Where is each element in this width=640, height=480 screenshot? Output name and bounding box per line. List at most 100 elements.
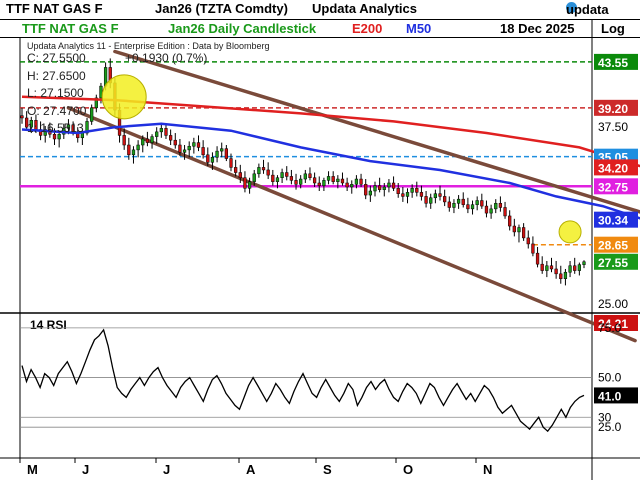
candle (401, 186, 405, 202)
candle-body (494, 203, 498, 210)
contract-name: Jan26 (TZTA Comdty) (155, 1, 288, 16)
candle-body (52, 133, 57, 140)
candle-body (582, 261, 586, 265)
candle (322, 177, 326, 191)
edition-text: Updata Analytics 11 - Enterprise Edition… (27, 41, 269, 51)
candle-body (512, 225, 516, 233)
candle (470, 200, 475, 215)
rsi-top-label: 24.21 (598, 317, 628, 331)
candle-body (503, 207, 507, 217)
candle (508, 210, 512, 231)
candle-body (326, 176, 331, 181)
candle (145, 131, 150, 147)
candle (526, 230, 530, 249)
candle-body (531, 243, 535, 254)
title-bar: TTF NAT GAS F Jan26 (TZTA Comdty) Updata… (0, 0, 640, 20)
candle-body (25, 117, 29, 128)
candle (280, 168, 284, 183)
candle-body (359, 178, 363, 185)
candle-body (559, 273, 563, 279)
chart-description: Jan26 Daily Candlestick (168, 21, 317, 36)
rsi-tick-3: 25.0 (598, 420, 622, 434)
candle (466, 197, 470, 214)
candle (438, 185, 442, 201)
month-label-0: M (27, 462, 38, 477)
candle-body (131, 149, 136, 156)
candle (247, 177, 252, 194)
candle (340, 172, 345, 186)
candle (331, 171, 335, 185)
candle (164, 123, 168, 139)
candle (484, 200, 489, 218)
candle (531, 236, 535, 257)
candle (238, 164, 242, 183)
candle-body (127, 144, 131, 156)
rsi-line (21, 328, 585, 433)
candle-body (206, 154, 210, 163)
candle-body (252, 173, 256, 182)
candle-body (396, 188, 400, 194)
candle-body (145, 138, 150, 143)
candle (215, 146, 219, 163)
rsi-last-label: 41.0 (598, 389, 622, 403)
candle-body (178, 144, 182, 153)
candle (131, 146, 136, 164)
candle (206, 147, 210, 167)
candle (387, 179, 391, 193)
candle-body (563, 271, 568, 279)
candle (257, 163, 261, 178)
candle (173, 133, 177, 149)
candle-body (415, 188, 419, 193)
candle (201, 140, 205, 159)
channel-line-1 (113, 49, 640, 214)
price-label-0: 43.55 (598, 56, 628, 70)
candle (317, 176, 321, 191)
candle (382, 182, 386, 197)
candle (563, 268, 568, 286)
m50-legend: M50 (406, 21, 432, 36)
high-value: H: 27.6500 (27, 69, 86, 83)
candle-body (405, 192, 410, 197)
candle-body (378, 185, 382, 190)
candle (43, 126, 47, 143)
candle-body (470, 204, 475, 210)
candle-body (201, 147, 205, 156)
candle-body (266, 169, 270, 176)
candle (354, 175, 359, 189)
candle-body (322, 180, 326, 186)
price-label-7: 27.55 (598, 256, 628, 270)
candle-body (192, 142, 196, 147)
candle (368, 185, 372, 202)
price-tick-1: 37.50 (598, 120, 628, 134)
candle (378, 177, 382, 193)
candle-body (526, 237, 530, 245)
candle-body (498, 203, 503, 208)
candle (252, 169, 256, 186)
candle-body (475, 200, 479, 205)
candle (90, 104, 94, 125)
rsi-tick-0: 75.0 (598, 321, 622, 335)
candle-body (382, 186, 386, 190)
candle (424, 190, 428, 208)
highlight-circle-0 (101, 74, 147, 120)
candle-body (424, 196, 428, 204)
candle-body (484, 205, 489, 214)
candle-body (182, 149, 187, 153)
candle (498, 196, 503, 212)
candle (25, 111, 29, 131)
candle (141, 135, 145, 153)
candle-body (350, 184, 354, 188)
open-value: O: 27.4700 (27, 104, 87, 118)
candle-body (447, 201, 451, 208)
candle-body (336, 178, 340, 182)
candle-body (229, 158, 233, 168)
candle-body (391, 182, 396, 189)
candle-body (308, 173, 312, 178)
candle-body (354, 178, 359, 185)
candle (559, 265, 563, 284)
candle-body (280, 172, 284, 178)
candle (517, 224, 521, 243)
price-label-box-5 (594, 211, 638, 228)
price-label-box-7 (594, 253, 638, 270)
